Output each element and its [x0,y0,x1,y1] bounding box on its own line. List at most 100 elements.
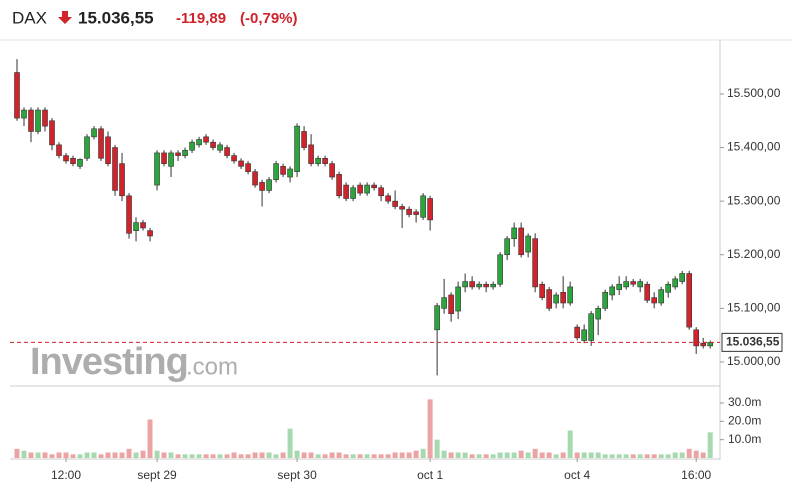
volume-bar [637,454,643,458]
candle-body [105,136,111,164]
candle-body [231,155,237,162]
candle-body [560,291,566,304]
volume-bar [77,454,83,458]
candle-body [175,152,181,156]
candle-body [70,157,76,164]
volume-bar [210,454,216,458]
volume-bar [371,454,377,458]
x-tick-label: sept 29 [137,468,177,482]
candle-body [364,184,370,194]
volume-bar [658,454,664,458]
volume-bar [98,454,104,458]
volume-bar [217,454,223,458]
candle-body [553,294,559,304]
candle-body [427,198,433,221]
y-tick-label: 15.400,00 [727,140,781,154]
volume-bar [609,454,615,458]
volume-bar [651,454,657,458]
volume-bar [693,450,699,458]
candle-body [273,163,279,181]
candle-body [287,168,293,178]
volume-bar [490,454,496,458]
candle-body [525,235,531,253]
volume-bar [672,452,678,458]
candle-body [329,163,335,178]
volume-bar [133,452,139,458]
volume-bar [154,450,160,458]
y-tick-label: 15.500,00 [727,86,781,100]
candle-body [133,222,139,231]
volume-bar [182,454,188,458]
candle-body [224,147,230,156]
candle-body [217,144,223,151]
candle-body [532,238,538,288]
volume-bar [441,450,447,458]
volume-bar [707,432,713,458]
volume-bar [518,450,524,458]
volume-bar [105,452,111,458]
volume-bar [546,452,552,458]
candle-body [595,308,601,320]
volume-bar [385,454,391,458]
volume-bar [581,452,587,458]
volume-bar [602,454,608,458]
candle-body [77,159,83,167]
volume-bar [224,454,230,458]
candle-body [672,278,678,288]
candle-body [161,152,167,164]
candle-body [483,283,489,288]
volume-bar [119,452,125,458]
candle-body [126,195,132,234]
header-price: 15.036,55 [78,8,154,27]
volume-bar [91,452,97,458]
candle-body [301,131,307,148]
volume-bar [476,454,482,458]
volume-bar [336,452,342,458]
volume-bar [455,452,461,458]
volume-bar [448,452,454,458]
candle-body [371,184,377,189]
y-tick-label: 15.100,00 [727,301,781,315]
candle-body [322,157,328,164]
candle-body [280,166,286,175]
volume-bar [427,399,433,458]
volume-bar [315,454,321,458]
volume-bar [392,452,398,458]
volume-bar [343,454,349,458]
volume-bar [364,454,370,458]
candle-body [357,184,363,194]
candle-body [21,109,27,119]
volume-bar [126,448,132,458]
volume-bar [273,454,279,458]
volume-bar [399,452,405,458]
volume-bar [511,452,517,458]
volume-tick-label: 20.0m [728,414,761,428]
candle-body [665,283,671,293]
volume-bar [245,454,251,458]
volume-bar [553,454,559,458]
watermark: Investing [30,341,188,383]
candle-body [679,273,685,282]
candle-body [602,291,608,309]
volume-bar [70,454,76,458]
volume-bar [420,448,426,458]
volume-bar [588,452,594,458]
candle-body [140,222,146,229]
volume-bar [462,452,468,458]
volume-bar [280,452,286,458]
volume-bar [238,454,244,458]
volume-bar [196,454,202,458]
volume-bar [679,452,685,458]
volume-bar [84,452,90,458]
volume-bar [406,452,412,458]
candle-body [630,281,636,285]
volume-bar [623,454,629,458]
volume-bar [378,454,384,458]
volume-bar [539,452,545,458]
candle-body [623,281,629,288]
volume-bar [560,452,566,458]
y-tick-label: 15.000,00 [727,354,781,368]
candle-body [147,230,153,237]
candle-body [574,326,580,339]
volume-bar [567,430,573,458]
